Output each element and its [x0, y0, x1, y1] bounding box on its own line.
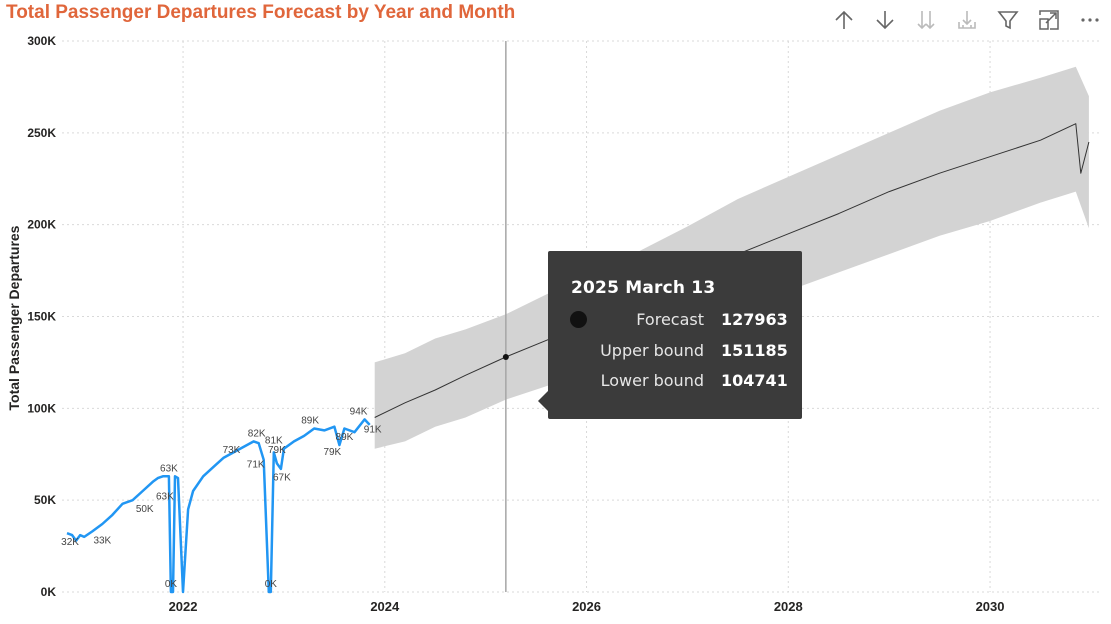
x-axis: 2022 2024 2026 2028 2030: [169, 599, 1005, 614]
tooltip-label: Forecast: [636, 310, 704, 329]
x-tick-label: 2026: [572, 599, 601, 614]
data-label: 79K: [268, 445, 286, 456]
data-label: 0K: [265, 579, 278, 590]
y-tick-label: 50K: [34, 493, 56, 507]
tooltip-row-lower-bound: Lower bound 104741: [548, 369, 802, 393]
hover-cursor: [502, 41, 509, 592]
y-axis: 0K 50K 100K 150K 200K 250K 300K: [27, 34, 56, 599]
data-label: 94K: [350, 406, 368, 417]
x-tick-label: 2024: [370, 599, 400, 614]
drill-down-icon[interactable]: [954, 7, 980, 33]
tooltip-arrow: [538, 391, 548, 411]
more-options-icon[interactable]: [1077, 7, 1103, 33]
data-label: 32K: [61, 537, 79, 548]
data-label: 73K: [223, 445, 241, 456]
y-tick-label: 100K: [27, 401, 56, 415]
y-axis-label: Total Passenger Departures: [6, 225, 22, 410]
data-label: 63K: [160, 463, 178, 474]
x-tick-label: 2030: [976, 599, 1005, 614]
x-tick-label: 2022: [169, 599, 198, 614]
tooltip-value: 127963: [721, 310, 788, 329]
data-label: 0K: [165, 579, 178, 590]
forecast-marker-icon: [570, 311, 587, 328]
expand-all-down-icon[interactable]: [913, 7, 939, 33]
data-label: 67K: [273, 472, 291, 483]
arrow-up-icon[interactable]: [831, 7, 857, 33]
filter-icon[interactable]: [995, 7, 1021, 33]
data-label: 89K: [301, 416, 319, 427]
chart-title: Total Passenger Departures Forecast by Y…: [6, 2, 516, 23]
tooltip-value: 151185: [721, 341, 788, 360]
tooltip-row-forecast: Forecast 127963: [548, 308, 802, 332]
y-tick-label: 0K: [41, 585, 57, 599]
hover-point-marker: [502, 353, 509, 360]
y-tick-label: 200K: [27, 218, 56, 232]
y-tick-label: 250K: [27, 126, 56, 140]
data-labels: 32K 33K50K63K63K0K73K82K71K81K79K67K0K89K…: [61, 406, 382, 590]
data-label: 89K: [336, 432, 354, 443]
data-label: 79K: [323, 447, 341, 458]
focus-mode-icon[interactable]: [1036, 7, 1062, 33]
data-label: 33K: [93, 535, 111, 546]
data-label: 91K: [364, 425, 382, 436]
y-tick-label: 300K: [27, 34, 56, 48]
tooltip-value: 104741: [721, 371, 788, 390]
data-label: 50K: [136, 504, 154, 515]
tooltip-row-upper-bound: Upper bound 151185: [548, 339, 802, 363]
tooltip-label: Upper bound: [600, 341, 704, 360]
tooltip-title: 2025 March 13: [571, 278, 716, 298]
hover-tooltip: 2025 March 13 Forecast 127963 Upper boun…: [538, 251, 802, 419]
data-label: 82K: [248, 428, 266, 439]
arrow-down-icon[interactable]: [872, 7, 898, 33]
actual-line: [66, 418, 371, 594]
data-label: 81K: [265, 436, 283, 447]
visual-header-toolbar: [816, 6, 1103, 34]
y-tick-label: 150K: [27, 310, 56, 324]
data-label: 63K: [156, 491, 174, 502]
x-tick-label: 2028: [774, 599, 803, 614]
tooltip-label: Lower bound: [600, 371, 704, 390]
data-label: 71K: [247, 460, 265, 471]
